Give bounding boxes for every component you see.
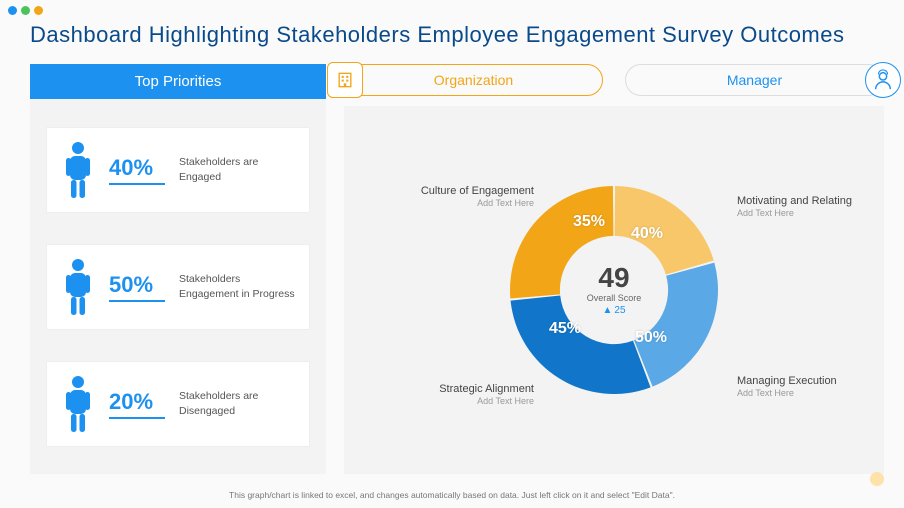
donut-slice[interactable]	[615, 186, 714, 275]
building-icon	[327, 62, 363, 98]
priority-row: 40% Stakeholders are Engaged	[46, 127, 310, 213]
organization-pill[interactable]: Organization	[344, 64, 603, 96]
priority-label: Stakeholders are Disengaged	[179, 389, 295, 417]
accent-dot	[870, 472, 884, 486]
person-icon	[61, 257, 95, 317]
manager-label: Manager	[727, 72, 782, 88]
priority-label: Stakeholders Engagement in Progress	[179, 272, 295, 300]
manager-pill[interactable]: Manager	[625, 64, 884, 96]
donut-slice[interactable]	[511, 296, 651, 394]
donut-chart[interactable]: 49 Overall Score ▲ 25 35%40%50%45%	[499, 175, 729, 405]
priority-pct: 50%	[109, 272, 165, 302]
slice-label: Managing ExecutionAdd Text Here	[737, 375, 887, 398]
slice-pct: 45%	[549, 320, 581, 338]
slice-pct: 35%	[573, 213, 605, 231]
manager-avatar-icon	[865, 62, 901, 98]
window-dots	[8, 6, 43, 15]
person-icon	[61, 374, 95, 434]
priorities-panel: Top Priorities 40% Stakeholders are Engag…	[30, 64, 326, 474]
donut-slice[interactable]	[634, 263, 718, 387]
footer-note: This graph/chart is linked to excel, and…	[0, 490, 904, 500]
priority-pct: 40%	[109, 155, 165, 185]
page-title: Dashboard Highlighting Stakeholders Empl…	[0, 0, 904, 64]
priority-pct: 20%	[109, 389, 165, 419]
slice-pct: 40%	[631, 225, 663, 243]
priorities-header: Top Priorities	[30, 64, 326, 99]
organization-label: Organization	[434, 72, 513, 88]
priority-label: Stakeholders are Engaged	[179, 155, 295, 183]
priority-row: 50% Stakeholders Engagement in Progress	[46, 244, 310, 330]
chart-panel: Organization Manager 49 Overall Score ▲ …	[344, 64, 884, 474]
priority-row: 20% Stakeholders are Disengaged	[46, 361, 310, 447]
slice-label: Motivating and RelatingAdd Text Here	[737, 195, 887, 218]
person-icon	[61, 140, 95, 200]
slice-label: Strategic AlignmentAdd Text Here	[384, 383, 534, 406]
priorities-body: 40% Stakeholders are Engaged 50% Stakeholde…	[30, 99, 326, 474]
donut-chart-area: 49 Overall Score ▲ 25 35%40%50%45% Cultu…	[344, 106, 884, 474]
slice-label: Culture of EngagementAdd Text Here	[384, 185, 534, 208]
slice-pct: 50%	[635, 329, 667, 347]
chart-headers: Organization Manager	[344, 64, 884, 96]
content: Top Priorities 40% Stakeholders are Engag…	[0, 64, 904, 474]
